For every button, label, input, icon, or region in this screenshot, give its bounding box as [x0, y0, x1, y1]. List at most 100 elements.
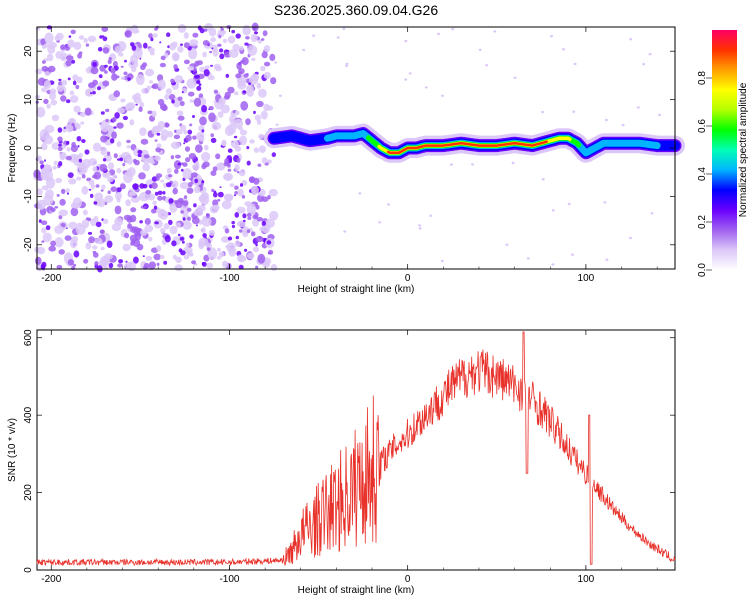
noise-speck [199, 193, 210, 206]
noise-speck [604, 118, 608, 122]
noise-speck [90, 193, 94, 198]
noise-speck [183, 195, 188, 200]
snr-x-tick-label: 100 [578, 574, 595, 585]
noise-speck [47, 65, 56, 73]
noise-speck [81, 174, 86, 179]
noise-speck [35, 68, 43, 75]
noise-speck [159, 62, 166, 68]
noise-speck [151, 110, 157, 118]
noise-speck [244, 248, 248, 252]
noise-speck [98, 74, 103, 79]
noise-speck [152, 200, 157, 205]
noise-speck [35, 256, 42, 265]
noise-speck [642, 62, 646, 66]
noise-speck [246, 252, 255, 260]
noise-speck [181, 91, 184, 94]
noise-speck [68, 35, 72, 38]
noise-speck [43, 80, 52, 90]
noise-speck [206, 247, 211, 252]
noise-speck [259, 226, 265, 232]
noise-speck [145, 68, 155, 77]
spectrogram-signal-trace [264, 123, 685, 163]
noise-speck [95, 184, 100, 188]
noise-speck [135, 74, 145, 86]
noise-speck [187, 181, 193, 188]
noise-speck [179, 182, 190, 190]
noise-speck [126, 139, 131, 144]
noise-speck [157, 79, 166, 90]
noise-speck [76, 76, 83, 84]
colorbar-label: Normalized spectral amplitude [738, 82, 749, 217]
noise-speck [235, 73, 242, 79]
noise-speck [41, 142, 48, 151]
noise-speck [120, 76, 126, 81]
noise-speck [44, 32, 54, 44]
noise-speck [471, 163, 474, 166]
noise-speck [260, 110, 268, 120]
noise-speck [236, 157, 241, 163]
colorbar-ticks: 0.0 0.2 0.4 0.6 0.8 [697, 71, 712, 277]
noise-speck [605, 258, 609, 261]
noise-speck [192, 115, 195, 118]
noise-speck [201, 129, 205, 133]
noise-speck [156, 262, 160, 266]
noise-speck [68, 118, 76, 125]
noise-speck [125, 199, 131, 207]
noise-speck [217, 111, 224, 118]
noise-speck [139, 127, 147, 136]
noise-speck [102, 36, 108, 42]
noise-speck [234, 185, 239, 190]
noise-speck [114, 205, 122, 215]
noise-speck [108, 57, 112, 61]
noise-speck [225, 244, 231, 249]
noise-speck [253, 147, 259, 153]
noise-speck [157, 120, 166, 130]
noise-speck [208, 27, 217, 37]
noise-speck [267, 159, 272, 164]
noise-speck [221, 200, 232, 210]
noise-speck [88, 82, 96, 89]
noise-speck [237, 188, 244, 197]
noise-speck [648, 53, 652, 56]
noise-speck [213, 191, 218, 198]
snr-y-tick-label: 400 [23, 406, 34, 423]
noise-speck [76, 136, 82, 142]
noise-speck [208, 108, 211, 111]
noise-speck [242, 25, 251, 36]
noise-speck [171, 52, 180, 62]
noise-speck [100, 146, 108, 156]
noise-speck [116, 197, 121, 203]
noise-speck [116, 141, 122, 147]
noise-speck [175, 129, 183, 135]
noise-speck [208, 229, 215, 236]
noise-speck [235, 235, 239, 240]
chart-title: S236.2025.360.09.04.G26 [274, 2, 438, 18]
noise-speck [54, 225, 64, 234]
noise-speck [131, 45, 137, 51]
noise-speck [124, 30, 132, 38]
noise-speck [88, 188, 92, 191]
noise-speck [227, 86, 235, 94]
noise-speck [117, 158, 121, 161]
noise-speck [192, 32, 199, 38]
noise-speck [551, 263, 555, 266]
colorbar-tick-label: 0.2 [697, 215, 708, 229]
noise-speck [250, 186, 259, 195]
noise-speck [76, 176, 82, 181]
noise-speck [50, 207, 56, 212]
noise-speck [81, 219, 90, 229]
noise-speck [225, 73, 230, 78]
noise-speck [92, 245, 98, 250]
noise-speck [108, 262, 114, 269]
noise-speck [92, 174, 98, 179]
noise-speck [127, 77, 131, 81]
noise-speck [105, 108, 110, 113]
noise-speck [81, 185, 89, 195]
noise-speck [223, 161, 230, 167]
noise-speck [182, 240, 185, 244]
noise-speck [267, 194, 271, 200]
noise-speck [120, 65, 124, 68]
noise-speck [107, 162, 115, 170]
noise-speck [107, 190, 111, 194]
noise-speck [511, 161, 515, 165]
